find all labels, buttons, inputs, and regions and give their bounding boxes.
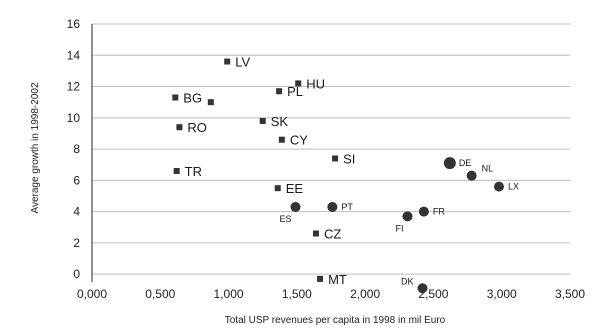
gridlines [92, 23, 570, 275]
data-point-square [317, 275, 324, 282]
y-tick-labels: 0 2 4 6 8 10 12 14 16 [67, 17, 81, 281]
data-point-circle [290, 201, 301, 212]
data-point-square [332, 155, 339, 162]
y-tick-label: 8 [73, 142, 80, 156]
data-point-square [276, 88, 283, 95]
data-point-label: HU [306, 76, 325, 91]
data-point-square [176, 124, 183, 131]
data-point-label: NL [482, 164, 494, 174]
y-tick-label: 4 [73, 205, 80, 219]
data-point-circle [417, 283, 428, 294]
data-point-label: RO [187, 120, 207, 135]
data-point-label: TR [185, 164, 202, 179]
data-point-label: MT [328, 272, 347, 287]
data-point-label: FR [433, 207, 445, 217]
data-point-square [259, 117, 266, 124]
y-tick-label: 10 [67, 111, 81, 125]
data-point-circle [327, 201, 338, 212]
data-point-square [295, 80, 302, 87]
y-tick-label: 6 [73, 173, 80, 187]
data-point-label: DE [459, 158, 472, 168]
x-tick-label: 3,500 [555, 287, 585, 301]
x-tick-labels: 0,000 0,500 1,000 1,500 2,000 2,500 3,000 3,500 [77, 287, 585, 301]
data-point-circle [418, 206, 429, 217]
y-tick-label: 2 [73, 236, 80, 250]
data-point-circle [466, 170, 477, 181]
data-point-square [278, 136, 285, 143]
data-point-square [312, 230, 319, 237]
data-point-square [274, 185, 281, 192]
data-point-circle [443, 157, 456, 170]
data-point-square [207, 99, 214, 106]
data-point-label: DK [401, 276, 414, 286]
y-tick-label: 14 [67, 48, 81, 62]
x-tick-label: 2,000 [350, 287, 380, 301]
y-tick-label: 0 [73, 267, 80, 281]
data-point-label: ES [279, 214, 291, 224]
data-point-label: LX [508, 182, 519, 192]
data-point-square [224, 58, 231, 65]
data-point-label: SI [343, 151, 355, 166]
data-point-label: CZ [324, 227, 341, 242]
x-tick-label: 3,000 [487, 287, 517, 301]
data-point-square [172, 94, 179, 101]
data-point-label: FI [395, 223, 403, 233]
x-axis-title: Total USP revenues per capita in 1998 in… [225, 315, 446, 326]
data-point-square [173, 167, 180, 174]
x-tick-label: 1,000 [214, 287, 244, 301]
data-point-circle [493, 181, 504, 192]
data-point-label: LV [235, 55, 250, 70]
data-point-label: BG [183, 90, 202, 105]
data-point-label: EE [286, 181, 304, 196]
x-tick-label: 1,500 [282, 287, 312, 301]
data-point-label: PT [341, 202, 353, 212]
x-tick-label: 0,500 [145, 287, 175, 301]
data-point-label: SK [271, 114, 289, 129]
data-point-label: CY [290, 133, 308, 148]
y-tick-label: 16 [67, 17, 81, 31]
data-point-circle [402, 211, 413, 222]
data-points [172, 58, 504, 294]
y-axis-title: Average growth in 1998-2002 [30, 82, 41, 213]
y-tick-label: 12 [67, 80, 81, 94]
data-point-label: PL [287, 84, 303, 99]
x-tick-label: 0,000 [77, 287, 107, 301]
